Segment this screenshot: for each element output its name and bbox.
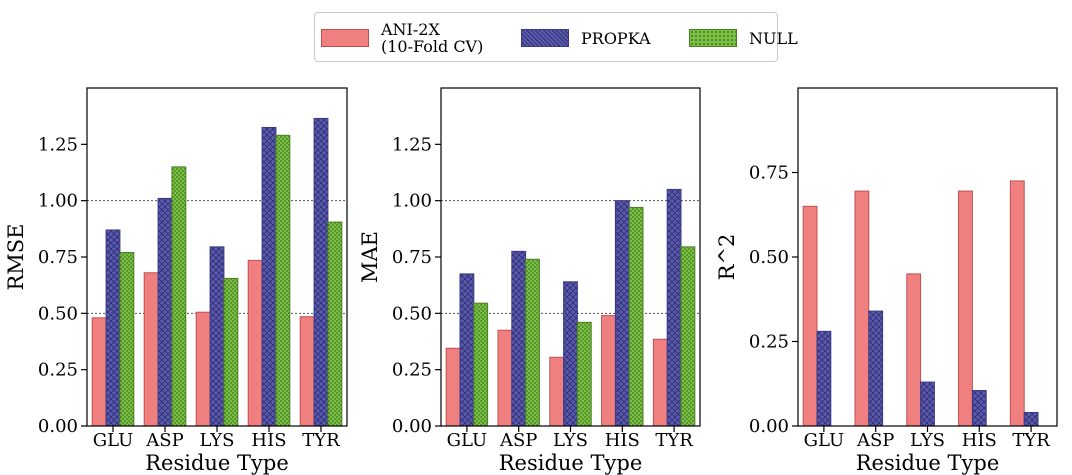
y-tick-label: 1.25 (392, 134, 432, 155)
bar-mae-propka-glu (459, 273, 475, 427)
y-tick-label: 0.25 (38, 360, 78, 381)
y-tick-label: 0.00 (392, 416, 432, 437)
y-tick-label: 1.00 (38, 191, 78, 212)
bar-rmse-ani-2x-10-fold-cv-his (247, 259, 263, 427)
bar-mae-propka-asp (511, 250, 527, 427)
bar-rmse-null-his (275, 134, 291, 427)
legend-swatch-propka (521, 29, 569, 47)
bar-rmse-ani-2x-10-fold-cv-lys (195, 311, 211, 427)
bar-mae-ani-2x-10-fold-cv-lys (549, 356, 565, 427)
y-tick-label: 1.25 (38, 134, 78, 155)
y-tick-label: 0.75 (392, 247, 432, 268)
bar-rmse-null-tyr (327, 221, 343, 427)
x-tick-label: LYS (910, 430, 945, 451)
x-tick-label: ASP (856, 430, 894, 451)
y-tick-label: 1.00 (392, 191, 432, 212)
x-axis-title: Residue Type (145, 451, 289, 475)
x-tick-label: TYR (1012, 430, 1050, 451)
bar-r-2-ani-2x-10-fold-cv-his (958, 190, 973, 427)
bar-rmse-propka-lys (209, 246, 225, 427)
bar-mae-ani-2x-10-fold-cv-glu (445, 347, 461, 427)
y-tick-label: 0.75 (749, 163, 789, 184)
bar-rmse-ani-2x-10-fold-cv-tyr (299, 316, 315, 427)
y-axis-title: R^2 (715, 234, 739, 281)
bar-rmse-null-lys (223, 277, 239, 427)
x-tick-label: GLU (804, 430, 845, 451)
x-tick-label: HIS (605, 430, 640, 451)
x-tick-label: LYS (553, 430, 588, 451)
y-axis-title: RMSE (4, 223, 28, 290)
legend-swatch-null (689, 29, 737, 47)
legend-swatch-ani2x (321, 29, 369, 47)
bar-mae-ani-2x-10-fold-cv-his (601, 315, 616, 427)
bar-r-2-ani-2x-10-fold-cv-glu (802, 205, 818, 427)
y-tick-label: 0.25 (392, 360, 432, 381)
bar-rmse-ani-2x-10-fold-cv-asp (143, 272, 159, 427)
x-tick-label: HIS (251, 430, 286, 451)
bar-mae-null-lys (576, 321, 592, 427)
bar-r-2-propka-lys (920, 381, 935, 427)
y-tick-label: 0.25 (749, 332, 789, 353)
y-tick-label: 0.75 (38, 247, 78, 268)
chart-legend: ANI-2X (10-Fold CV) PROPKA NULL (314, 12, 798, 63)
x-axis-title: Residue Type (499, 451, 643, 475)
y-axis-title: MAE (358, 231, 382, 283)
legend-label-propka: PROPKA (581, 28, 651, 48)
x-tick-label: HIS (962, 430, 997, 451)
legend-item-propka: PROPKA (521, 13, 651, 63)
x-tick-label: TYR (302, 430, 340, 451)
bar-mae-null-glu (473, 302, 489, 427)
legend-item-ani2x: ANI-2X (10-Fold CV) (321, 13, 483, 63)
x-tick-label: ASP (145, 430, 183, 451)
bar-mae-ani-2x-10-fold-cv-tyr (652, 338, 668, 427)
bar-r-2-propka-glu (816, 330, 832, 427)
bar-mae-propka-lys (563, 281, 578, 427)
x-tick-label: TYR (655, 430, 693, 451)
x-tick-label: LYS (199, 430, 234, 451)
bar-mae-ani-2x-10-fold-cv-asp (497, 329, 513, 427)
legend-label-ani2x: ANI-2X (10-Fold CV) (381, 20, 484, 56)
chart-panel-mae: 0.00 0.25 0.50 0.75 1.00 1.25 GLU ASP LYS HIS TYR R… (358, 87, 701, 475)
bar-mae-null-his (628, 206, 644, 427)
y-tick-label: 0.50 (38, 303, 78, 324)
y-tick-label: 0.00 (749, 416, 789, 437)
bar-r-2-ani-2x-10-fold-cv-tyr (1009, 180, 1025, 427)
bar-mae-null-tyr (680, 246, 696, 427)
bar-rmse-propka-his (261, 126, 277, 427)
bar-rmse-ani-2x-10-fold-cv-glu (91, 317, 107, 427)
bar-mae-propka-his (614, 200, 630, 427)
x-tick-label: ASP (499, 430, 537, 451)
bar-r-2-ani-2x-10-fold-cv-asp (854, 190, 870, 427)
bar-mae-null-asp (525, 258, 540, 427)
bar-rmse-propka-tyr (313, 117, 329, 427)
y-tick-label: 0.50 (392, 303, 432, 324)
x-axis-title: Residue Type (856, 451, 1000, 475)
bar-mae-propka-tyr (666, 188, 682, 427)
chart-panel-r-2: 0.00 0.25 0.50 0.75 GLU ASP LYS HIS TYR Residue T… (715, 87, 1058, 475)
legend-item-null: NULL (689, 13, 798, 63)
bar-r-2-propka-his (971, 390, 987, 427)
bar-r-2-ani-2x-10-fold-cv-lys (906, 273, 922, 427)
bar-r-2-propka-asp (868, 310, 884, 427)
bar-rmse-propka-glu (105, 229, 121, 427)
y-tick-label: 0.00 (38, 416, 78, 437)
bar-rmse-null-asp (171, 166, 187, 427)
bar-r-2-propka-tyr (1023, 411, 1039, 427)
bar-rmse-null-glu (119, 251, 135, 427)
legend-label-null: NULL (749, 28, 798, 48)
chart-panel-rmse: 0.00 0.25 0.50 0.75 1.00 1.25 GLU ASP LYS HIS TYR R… (4, 87, 348, 475)
x-tick-label: GLU (93, 430, 134, 451)
y-tick-label: 0.50 (749, 247, 789, 268)
x-tick-label: GLU (447, 430, 488, 451)
bar-rmse-propka-asp (157, 197, 173, 427)
